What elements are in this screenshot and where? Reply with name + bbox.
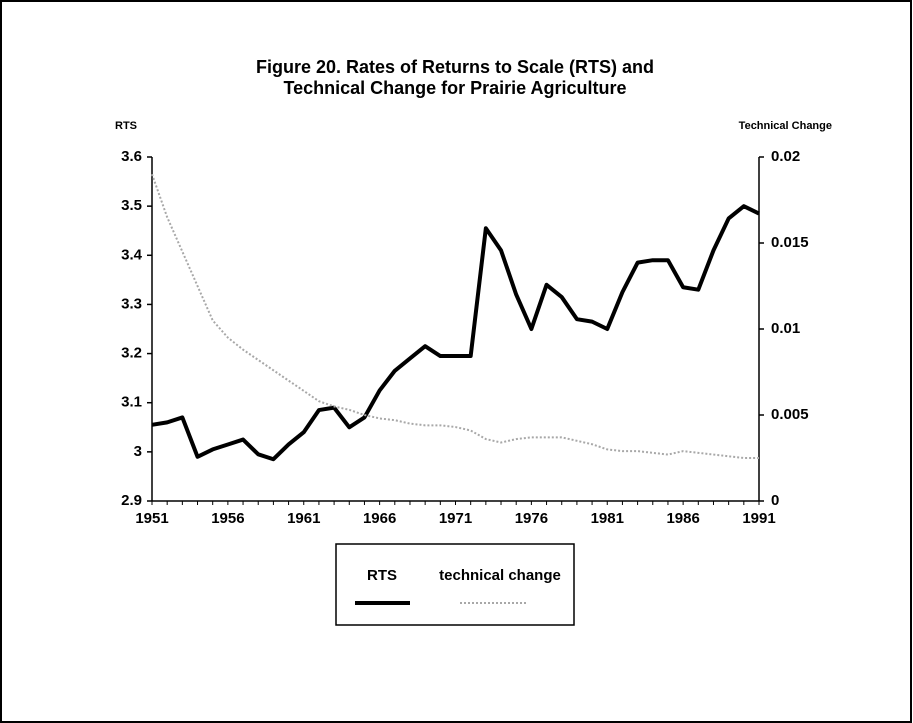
legend-label: technical change (439, 567, 561, 584)
series-line (151, 173, 759, 459)
series-line (151, 204, 760, 462)
x-tick-label: 1951 (135, 510, 168, 527)
y-tick-label: 3.1 (121, 394, 142, 411)
x-tick-label: 1971 (439, 510, 472, 527)
x-tick-label: 1976 (515, 510, 548, 527)
y2-tick-label: 0.02 (771, 148, 800, 165)
x-tick-label: 1981 (591, 510, 624, 527)
legend (335, 543, 575, 626)
y2-tick-label: 0.01 (771, 320, 800, 337)
y2-axis-label: Technical Change (739, 120, 832, 132)
x-tick-label: 1986 (666, 510, 699, 527)
y-tick-label: 3.5 (121, 197, 142, 214)
y-tick-label: 3.6 (121, 148, 142, 165)
x-tick-label: 1956 (211, 510, 244, 527)
y-tick-label: 3.2 (121, 345, 142, 362)
legend-label: RTS (367, 567, 397, 584)
y-tick-label: 2.9 (121, 492, 142, 509)
chart-title: Technical Change for Prairie Agriculture (283, 78, 626, 98)
y-tick-label: 3.4 (121, 246, 143, 263)
x-tick-label: 1961 (287, 510, 320, 527)
y2-tick-label: 0.015 (771, 234, 809, 251)
x-tick-label: 1991 (742, 510, 775, 527)
y-tick-label: 3 (134, 443, 142, 460)
y2-tick-label: 0.005 (771, 406, 809, 423)
y2-tick-label: 0 (771, 492, 779, 509)
x-tick-label: 1966 (363, 510, 396, 527)
y-tick-label: 3.3 (121, 295, 142, 312)
chart-title: Figure 20. Rates of Returns to Scale (RT… (256, 57, 654, 77)
y-axis-label: RTS (115, 120, 137, 132)
